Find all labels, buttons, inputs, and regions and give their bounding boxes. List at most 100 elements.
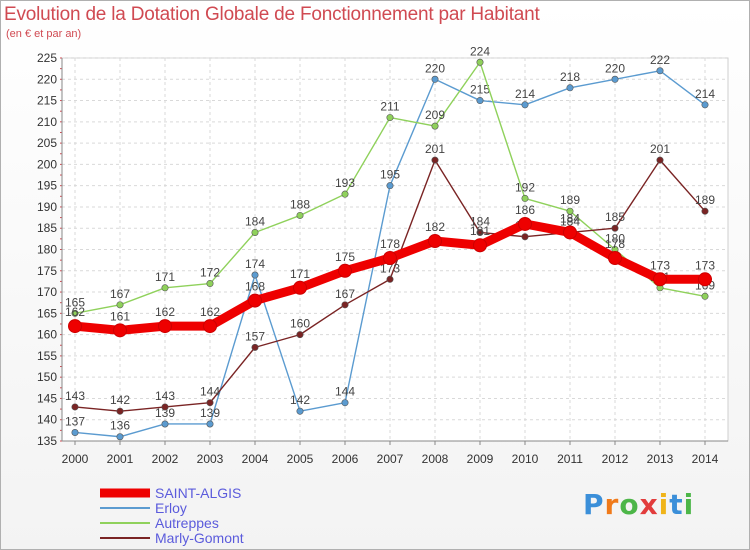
data-point-marly-gomont — [431, 156, 439, 164]
x-tick-label: 2006 — [332, 452, 359, 466]
data-label-marly-gomont: 167 — [335, 287, 355, 301]
data-point-saint-algis — [113, 323, 127, 338]
data-point-saint-algis — [608, 251, 622, 266]
logo-letter: r — [604, 488, 620, 521]
x-tick-label: 2007 — [377, 452, 404, 466]
data-point-erloy — [566, 84, 574, 92]
data-point-autreppes — [116, 301, 124, 309]
data-label-autreppes: 224 — [470, 44, 490, 58]
data-point-saint-algis — [653, 272, 667, 287]
data-label-erloy: 144 — [335, 385, 355, 399]
data-point-autreppes — [701, 292, 709, 300]
data-label-erloy: 220 — [605, 61, 625, 75]
data-point-marly-gomont — [611, 224, 619, 232]
data-point-marly-gomont — [251, 343, 259, 351]
data-label-saint-algis: 181 — [470, 224, 490, 238]
data-label-saint-algis: 186 — [515, 203, 535, 217]
data-label-erloy: 195 — [380, 168, 400, 182]
data-label-erloy: 214 — [515, 87, 535, 101]
data-label-erloy: 220 — [425, 61, 445, 75]
x-tick-label: 2004 — [242, 452, 269, 466]
data-point-erloy — [71, 428, 79, 436]
chart-title: Evolution de la Dotation Globale de Fonc… — [4, 4, 540, 25]
y-tick-label: 150 — [37, 370, 57, 384]
proxiti-logo: Proxiti — [583, 488, 694, 521]
data-point-saint-algis — [563, 225, 577, 240]
x-tick-label: 2014 — [692, 452, 719, 466]
x-tick-label: 2000 — [62, 452, 89, 466]
data-label-marly-gomont: 143 — [65, 389, 85, 403]
data-point-saint-algis — [383, 251, 397, 266]
data-label-marly-gomont: 185 — [605, 210, 625, 224]
data-label-autreppes: 167 — [110, 287, 130, 301]
legend-label-autreppes: Autreppes — [155, 515, 219, 531]
y-tick-label: 180 — [37, 243, 57, 257]
data-label-saint-algis: 184 — [560, 211, 580, 225]
data-label-erloy: 139 — [200, 406, 220, 420]
y-tick-label: 165 — [37, 306, 57, 320]
logo-letter: P — [583, 488, 605, 521]
data-point-saint-algis — [698, 272, 712, 287]
x-tick-label: 2011 — [557, 452, 583, 466]
y-tick-label: 185 — [37, 221, 57, 235]
data-label-marly-gomont: 173 — [380, 261, 400, 275]
legend-label-marly-gomont: Marly-Gomont — [155, 530, 244, 546]
x-tick-label: 2002 — [152, 452, 179, 466]
data-point-erloy — [431, 75, 439, 83]
y-tick-label: 145 — [37, 391, 57, 405]
data-point-marly-gomont — [701, 207, 709, 215]
logo-letter: i — [658, 488, 670, 521]
data-point-autreppes — [71, 309, 79, 317]
data-label-saint-algis: 162 — [155, 305, 175, 319]
data-point-saint-algis — [248, 293, 262, 308]
data-point-marly-gomont — [656, 156, 664, 164]
data-point-autreppes — [521, 194, 529, 202]
data-point-saint-algis — [158, 319, 172, 334]
data-point-marly-gomont — [116, 407, 124, 415]
data-point-saint-algis — [68, 319, 82, 334]
data-point-marly-gomont — [386, 275, 394, 283]
data-point-erloy — [296, 407, 304, 415]
data-label-autreppes: 192 — [515, 180, 535, 194]
y-tick-label: 170 — [37, 285, 57, 299]
data-label-erloy: 142 — [290, 393, 310, 407]
data-point-erloy — [251, 271, 259, 279]
y-tick-label: 215 — [37, 94, 57, 108]
data-label-autreppes: 180 — [605, 232, 625, 246]
y-tick-label: 190 — [37, 200, 57, 214]
data-label-marly-gomont: 201 — [650, 142, 670, 156]
data-point-autreppes — [431, 122, 439, 130]
y-tick-label: 205 — [37, 136, 57, 150]
data-label-saint-algis: 168 — [245, 280, 265, 294]
data-label-saint-algis: 161 — [110, 309, 130, 323]
x-tick-label: 2009 — [467, 452, 494, 466]
x-tick-label: 2008 — [422, 452, 449, 466]
x-tick-label: 2001 — [107, 452, 134, 466]
data-point-saint-algis — [338, 263, 352, 278]
data-label-saint-algis: 175 — [335, 250, 355, 264]
data-label-saint-algis: 182 — [425, 220, 445, 234]
data-label-marly-gomont: 144 — [200, 385, 220, 399]
data-point-erloy — [341, 399, 349, 407]
data-point-marly-gomont — [296, 331, 304, 339]
data-point-erloy — [206, 420, 214, 428]
logo-letter: i — [683, 488, 695, 521]
data-point-erloy — [386, 182, 394, 190]
data-point-autreppes — [566, 207, 574, 215]
y-tick-label: 135 — [37, 434, 57, 448]
data-label-erloy: 139 — [155, 406, 175, 420]
data-label-saint-algis: 162 — [200, 305, 220, 319]
data-point-erloy — [701, 101, 709, 109]
data-label-marly-gomont: 143 — [155, 389, 175, 403]
data-label-erloy: 218 — [560, 70, 580, 84]
data-label-autreppes: 189 — [560, 193, 580, 207]
data-label-autreppes: 209 — [425, 108, 445, 122]
data-label-saint-algis: 162 — [65, 305, 85, 319]
data-point-erloy — [656, 67, 664, 75]
data-point-autreppes — [341, 190, 349, 198]
y-tick-label: 140 — [37, 413, 57, 427]
data-label-erloy: 215 — [470, 83, 490, 97]
data-point-saint-algis — [203, 319, 217, 334]
data-label-autreppes: 193 — [335, 176, 355, 190]
